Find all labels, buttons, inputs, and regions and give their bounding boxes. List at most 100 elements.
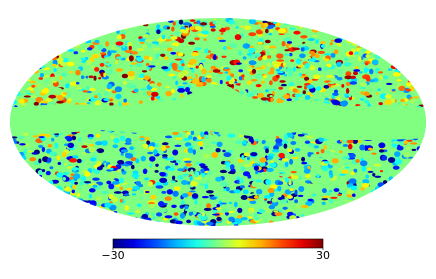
- fluctuation-spot: [344, 166, 350, 169]
- fluctuation-spot: [336, 76, 343, 81]
- fluctuation-spot: [255, 73, 262, 80]
- fluctuation-spot: [382, 75, 389, 80]
- fluctuation-spot: [66, 61, 75, 67]
- fluctuation-spot: [190, 130, 195, 136]
- fluctuation-spot: [41, 146, 46, 153]
- fluctuation-spot: [89, 188, 96, 193]
- fluctuation-spot: [106, 180, 112, 185]
- fluctuation-spot: [62, 177, 66, 181]
- fluctuation-spot: [235, 26, 239, 29]
- fluctuation-spot: [266, 155, 273, 160]
- fluctuation-spot: [339, 150, 343, 154]
- fluctuation-spot: [115, 93, 122, 100]
- fluctuation-spot: [217, 72, 224, 74]
- fluctuation-spot: [96, 166, 103, 171]
- fluctuation-spot: [145, 39, 152, 42]
- fluctuation-spot: [189, 175, 193, 181]
- fluctuation-spot: [362, 179, 370, 184]
- fluctuation-spot: [69, 158, 77, 163]
- fluctuation-spot: [45, 170, 51, 176]
- fluctuation-spot: [301, 161, 308, 165]
- fluctuation-spot: [246, 156, 250, 161]
- fluctuation-spot: [187, 79, 192, 83]
- fluctuation-spot: [301, 156, 306, 162]
- fluctuation-spot: [164, 135, 173, 139]
- fluctuation-spot: [191, 52, 200, 57]
- fluctuation-spot: [79, 185, 83, 190]
- fluctuation-spot: [286, 41, 293, 44]
- fluctuation-spot: [199, 183, 205, 186]
- fluctuation-spot: [346, 197, 354, 201]
- fluctuation-spot: [360, 187, 365, 191]
- fluctuation-spot: [315, 86, 322, 91]
- fluctuation-spot: [124, 205, 129, 211]
- fluctuation-spot: [71, 189, 76, 194]
- fluctuation-spot: [251, 181, 258, 188]
- fluctuation-spot: [103, 160, 107, 163]
- fluctuation-spot: [111, 90, 117, 94]
- fluctuation-spot: [278, 152, 285, 159]
- fluctuation-spot: [252, 163, 260, 167]
- fluctuation-spot: [74, 42, 80, 48]
- fluctuation-spot: [286, 67, 293, 73]
- fluctuation-spot: [56, 95, 64, 101]
- fluctuation-spot: [216, 216, 222, 221]
- fluctuation-spot: [347, 143, 353, 150]
- fluctuation-spot: [371, 152, 377, 155]
- fluctuation-spot: [91, 54, 100, 59]
- fluctuation-spot: [256, 188, 263, 195]
- fluctuation-spot: [195, 65, 199, 69]
- fluctuation-spot: [314, 53, 320, 59]
- fluctuation-spot: [97, 44, 104, 50]
- fluctuation-spot: [82, 90, 88, 93]
- fluctuation-spot: [323, 161, 329, 164]
- fluctuation-spot: [367, 170, 374, 173]
- fluctuation-spot: [175, 220, 183, 225]
- fluctuation-spot: [152, 47, 161, 51]
- fluctuation-spot: [125, 137, 132, 144]
- fluctuation-spot: [136, 56, 143, 62]
- fluctuation-spot: [246, 66, 252, 70]
- fluctuation-spot: [248, 60, 257, 66]
- fluctuation-spot: [98, 81, 103, 86]
- fluctuation-spot: [87, 47, 93, 51]
- fluctuation-spot: [237, 207, 243, 214]
- fluctuation-spot: [155, 185, 164, 189]
- fluctuation-spot: [363, 91, 370, 96]
- fluctuation-spot: [378, 102, 383, 106]
- fluctuation-spot: [144, 177, 150, 181]
- fluctuation-spot: [84, 171, 91, 177]
- fluctuation-spot: [132, 186, 140, 190]
- fluctuation-spot: [318, 67, 322, 71]
- fluctuation-spot: [296, 58, 301, 65]
- fluctuation-spot: [148, 65, 156, 68]
- fluctuation-spot: [290, 204, 294, 210]
- fluctuation-spot: [409, 142, 418, 145]
- fluctuation-spot: [266, 62, 271, 67]
- fluctuation-spot: [116, 34, 122, 40]
- fluctuation-spot: [11, 100, 17, 104]
- fluctuation-spot: [193, 210, 197, 215]
- fluctuation-spot: [206, 74, 212, 79]
- fluctuation-spot: [308, 58, 316, 62]
- fluctuation-spot: [166, 47, 173, 52]
- fluctuation-spot: [322, 188, 327, 194]
- fluctuation-spot: [306, 84, 314, 89]
- fluctuation-spot: [103, 72, 107, 78]
- fluctuation-spot: [268, 88, 276, 91]
- fluctuation-spot: [49, 151, 57, 156]
- fluctuation-spot: [265, 89, 269, 93]
- fluctuation-spot: [149, 163, 153, 169]
- fluctuation-spot: [91, 65, 96, 69]
- fluctuation-spot: [212, 20, 217, 25]
- fluctuation-spot: [280, 83, 287, 87]
- fluctuation-spot: [201, 173, 206, 178]
- fluctuation-spot: [23, 95, 31, 98]
- fluctuation-spot: [32, 135, 39, 138]
- fluctuation-spot: [206, 190, 214, 194]
- fluctuation-spot: [181, 193, 189, 198]
- fluctuation-spot: [320, 74, 324, 78]
- fluctuation-spot: [272, 149, 280, 153]
- fluctuation-spot: [367, 147, 373, 151]
- fluctuation-spot: [274, 212, 283, 216]
